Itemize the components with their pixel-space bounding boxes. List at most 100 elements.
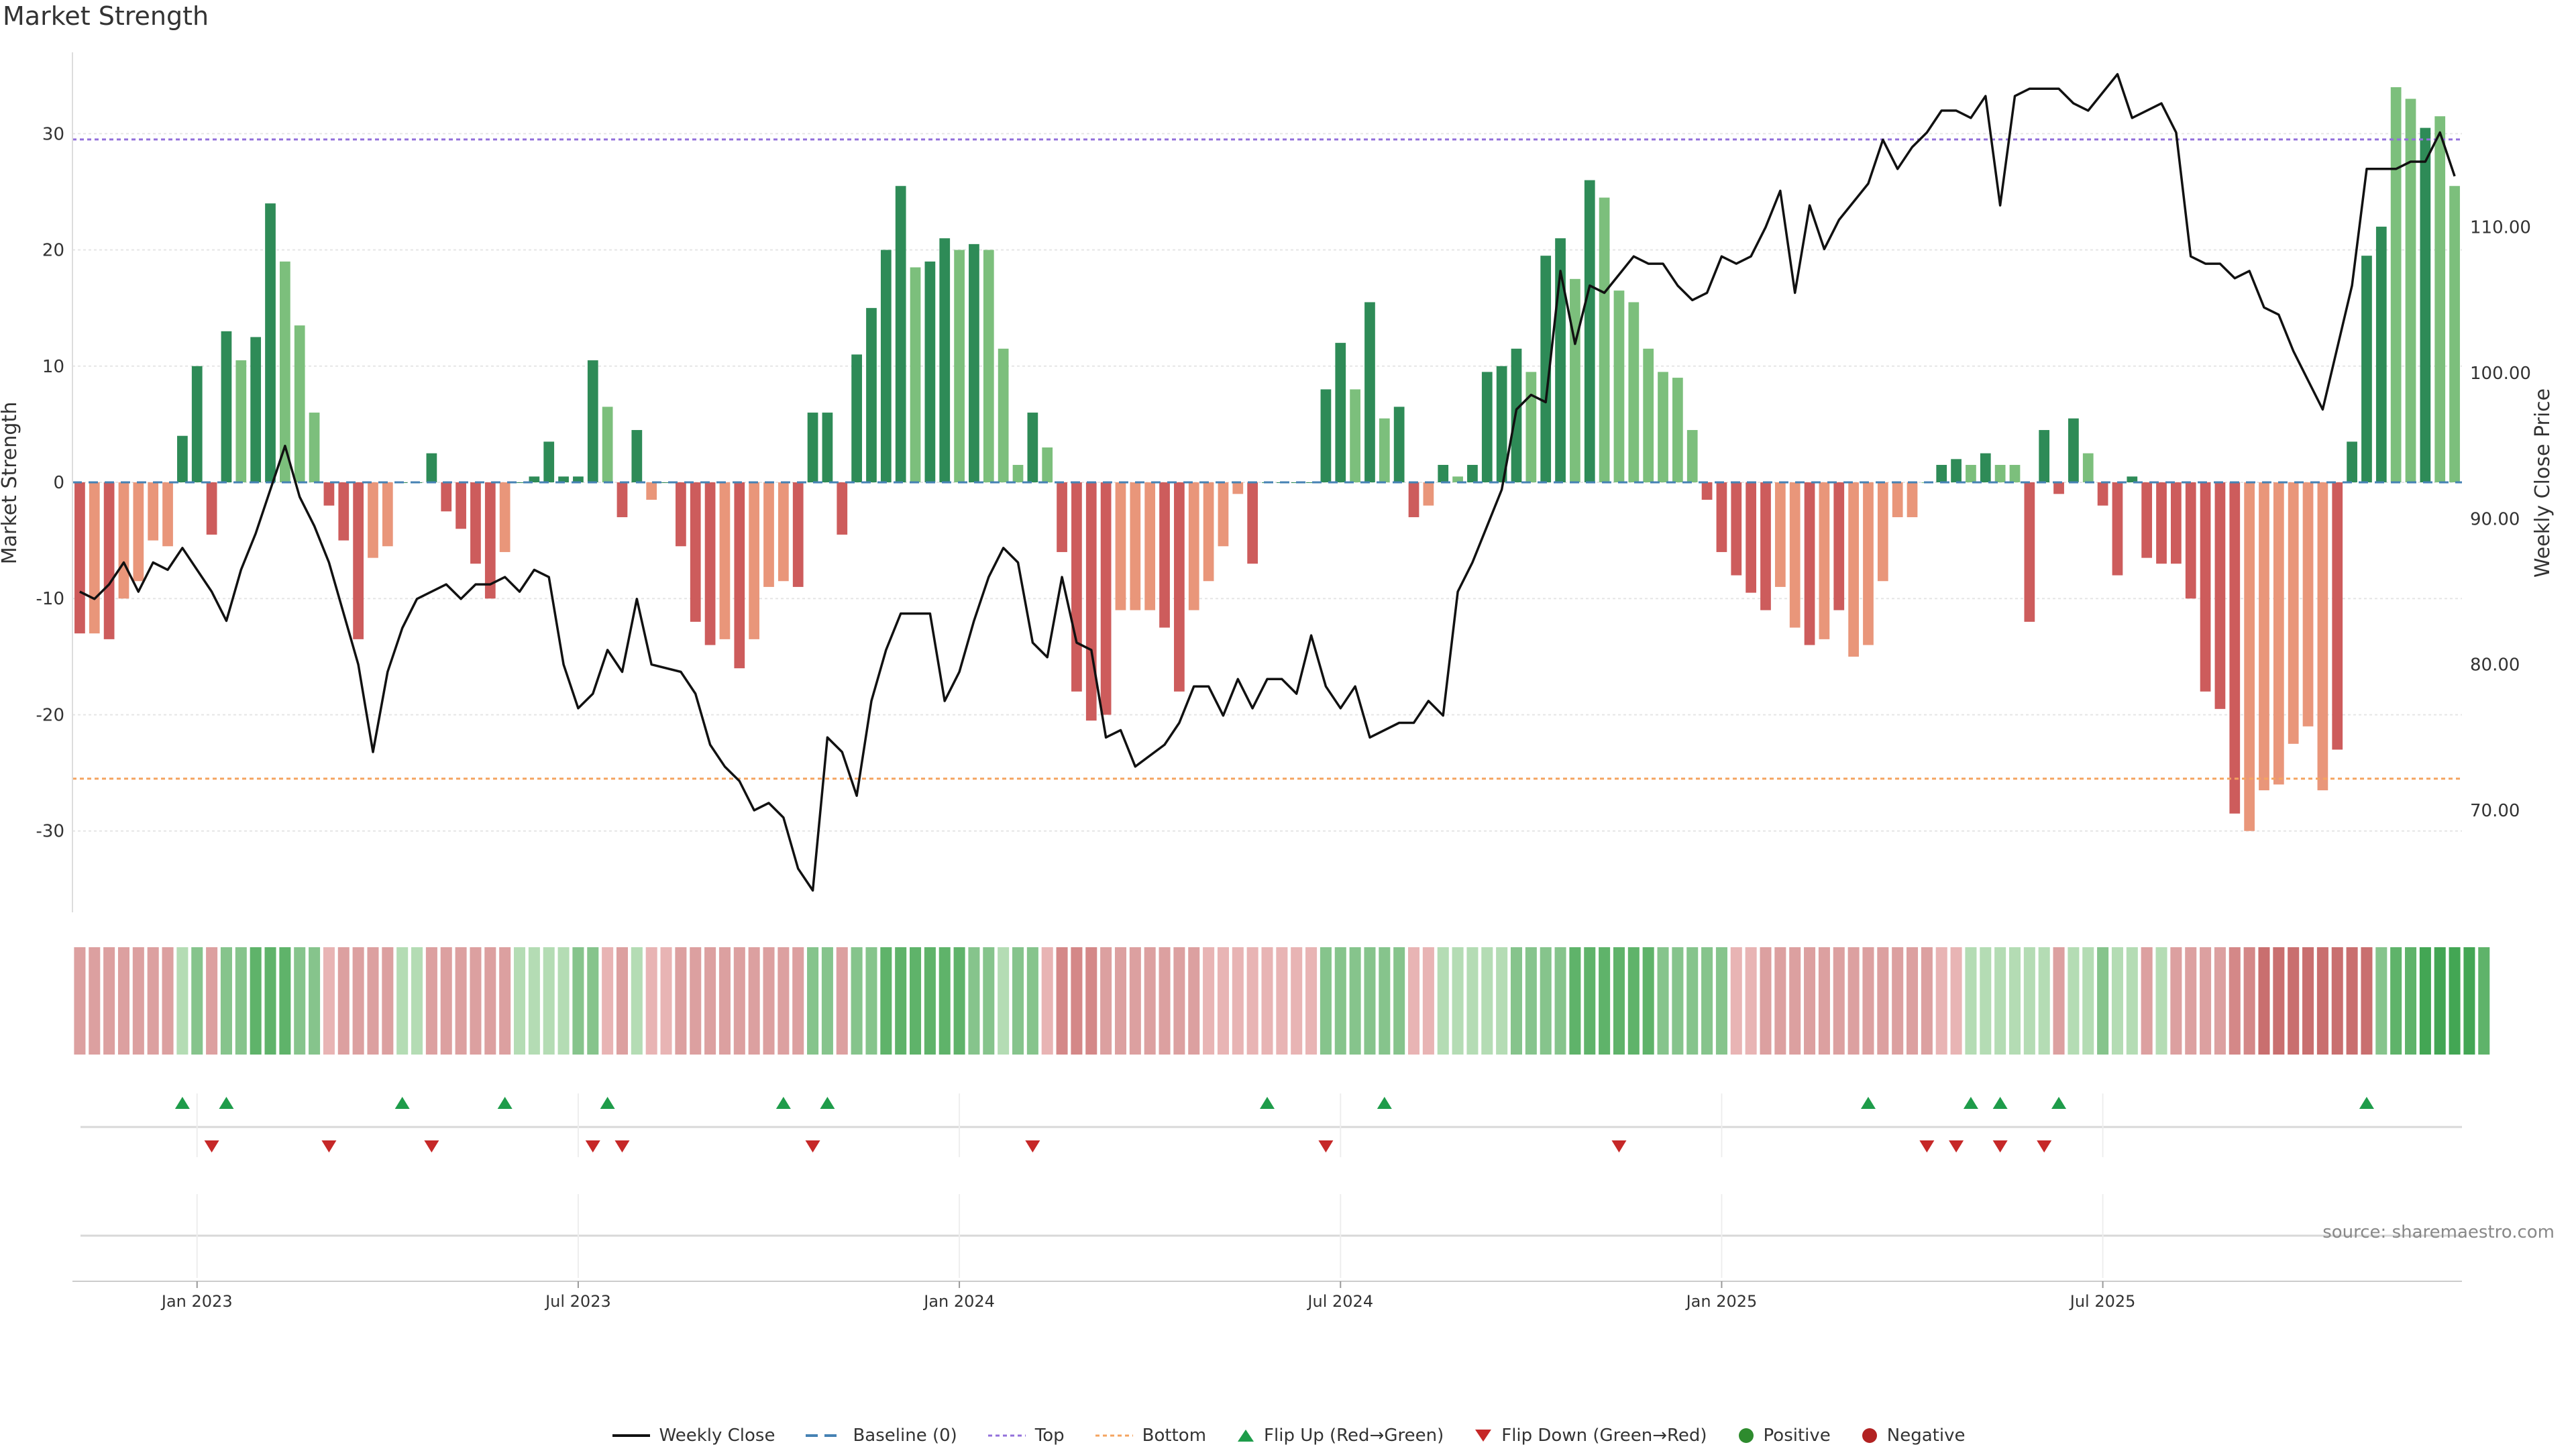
heat-cell: [2214, 947, 2226, 1055]
heat-cell: [264, 947, 276, 1055]
strength-bar: [2347, 441, 2357, 482]
strength-bar: [191, 366, 203, 482]
strength-bar: [2185, 482, 2196, 599]
heat-cell: [162, 947, 174, 1055]
heat-cell: [1114, 947, 1126, 1055]
heat-cell: [1320, 947, 1332, 1055]
heat-cell: [938, 947, 951, 1055]
heat-cell: [675, 947, 687, 1055]
x-tick-label: Jul 2024: [1306, 1292, 1373, 1311]
heat-cell: [2053, 947, 2065, 1055]
strength-bar: [719, 482, 731, 639]
strength-bar: [1980, 453, 1991, 482]
strength-bar: [2229, 482, 2241, 814]
strength-bar: [1203, 482, 1214, 582]
legend-flip-up: Flip Up (Red→Green): [1236, 1426, 1444, 1446]
x-tick-label: Jan 2025: [1685, 1292, 1758, 1311]
heat-cell: [2434, 947, 2446, 1055]
strength-bar: [74, 482, 85, 634]
legend-label: Positive: [1763, 1426, 1831, 1446]
y-tick-label: 0: [53, 473, 64, 493]
heat-cell: [1745, 947, 1757, 1055]
heat-cell: [616, 947, 629, 1055]
heat-cell: [1921, 947, 1933, 1055]
strength-bar: [1364, 302, 1375, 482]
heat-cell: [103, 947, 115, 1055]
heat-cell: [132, 947, 144, 1055]
strength-bar: [998, 348, 1009, 482]
strength-bar: [1746, 482, 1757, 593]
heat-cell: [2302, 947, 2314, 1055]
strength-bar: [279, 261, 290, 482]
flip-down-marker: [805, 1140, 820, 1152]
strength-bar: [1247, 482, 1258, 564]
strength-bar: [499, 482, 511, 552]
flip-down-marker: [1025, 1140, 1040, 1152]
heat-cell: [2141, 947, 2153, 1055]
strength-bar: [2273, 482, 2284, 785]
flip-up-marker: [1860, 1097, 1876, 1109]
heat-cell: [411, 947, 423, 1055]
heat-cell: [147, 947, 159, 1055]
strength-bar: [2068, 418, 2079, 482]
heat-cell: [953, 947, 965, 1055]
strength-bar: [1877, 482, 1888, 582]
heat-cell: [1730, 947, 1742, 1055]
strength-bar: [2375, 226, 2387, 482]
strength-bar: [1892, 482, 1903, 517]
triangle-up-icon: [1238, 1430, 1254, 1442]
flip-up-marker: [1260, 1097, 1275, 1109]
x-axis: Jan 2023 Jul 2023 Jan 2024 Jul 2024 Jan 2025…: [72, 1093, 2462, 1311]
flip-up-marker: [1963, 1097, 1978, 1109]
flip-down-marker: [1611, 1140, 1627, 1152]
strength-bar: [235, 360, 247, 482]
legend-top: Top: [987, 1426, 1065, 1446]
strength-bar: [1951, 459, 1962, 482]
strength-bar: [309, 413, 320, 482]
heat-cell: [1935, 947, 1947, 1055]
strength-bar: [837, 482, 848, 535]
strength-bar: [368, 482, 378, 558]
heat-cell: [1994, 947, 2006, 1055]
heat-cell: [89, 947, 101, 1055]
strength-bar: [1672, 378, 1683, 482]
strength-bar: [1100, 482, 1112, 715]
heat-cell: [2082, 947, 2094, 1055]
strength-bar: [866, 308, 877, 482]
heat-cell: [1774, 947, 1786, 1055]
strength-bar: [1540, 256, 1552, 482]
heat-cell: [645, 947, 657, 1055]
strength-bar: [2082, 453, 2094, 482]
strength-bar: [338, 482, 350, 541]
weekly-close-line: [79, 72, 2456, 892]
heat-cell: [1393, 947, 1405, 1055]
heat-cell: [1071, 947, 1083, 1055]
strength-bar: [676, 482, 686, 547]
legend: Weekly Close Baseline (0) Top Bottom Fli…: [0, 1426, 2576, 1446]
heat-cell: [1012, 947, 1024, 1055]
heat-cell: [1452, 947, 1464, 1055]
heat-cell: [1760, 947, 1772, 1055]
heat-cell: [1980, 947, 1992, 1055]
heat-cell: [1159, 947, 1171, 1055]
heat-cell: [294, 947, 306, 1055]
strength-bar: [1613, 290, 1625, 482]
strength-bar: [690, 482, 701, 622]
strength-bar: [807, 413, 818, 482]
legend-label: Weekly Close: [659, 1426, 775, 1446]
strength-bar: [1218, 482, 1229, 547]
heat-cell: [1599, 947, 1611, 1055]
circle-icon: [1862, 1428, 1877, 1443]
heat-cell: [557, 947, 570, 1055]
strength-bar: [704, 482, 716, 645]
heat-cell: [117, 947, 130, 1055]
legend-positive: Positive: [1737, 1426, 1831, 1446]
legend-weekly-close: Weekly Close: [611, 1426, 775, 1446]
heat-cell: [1246, 947, 1258, 1055]
heat-cell: [1950, 947, 1962, 1055]
heat-cell: [1672, 947, 1684, 1055]
heat-cell: [1100, 947, 1112, 1055]
heat-cell: [2316, 947, 2328, 1055]
strength-bar: [543, 441, 555, 482]
x-tick-label: Jul 2025: [2069, 1292, 2136, 1311]
